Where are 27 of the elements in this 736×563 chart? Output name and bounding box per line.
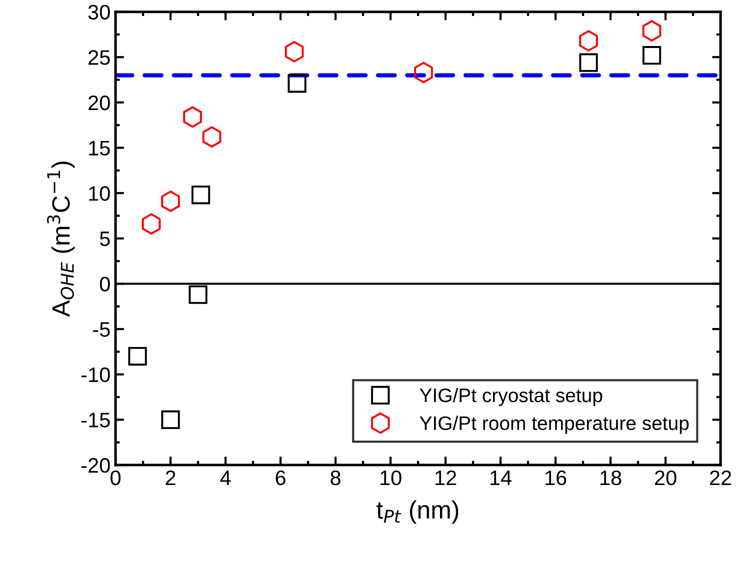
y-tick-label: 0: [100, 276, 110, 292]
y-tick-label: 5: [100, 232, 110, 246]
y-tick-label: 30: [88, 4, 110, 20]
x-tick-label: 20: [655, 470, 676, 486]
x-tick-label: 6: [276, 470, 286, 486]
y-tick-label: -20: [82, 458, 110, 473]
x-tick-label: 14: [490, 470, 512, 485]
x-tick-label: 0: [110, 470, 121, 486]
x-tick-label: 22: [710, 470, 732, 485]
x-tick-label: 8: [330, 470, 340, 486]
y-axis-title: A$_{OHE}$ (m$^{3}$C$^{−1}$): [47, 162, 75, 317]
x-tick-label: 16: [546, 470, 566, 486]
legend-label: YIG/Pt cryostat setup: [420, 388, 602, 406]
x-tick-label: 4: [220, 470, 231, 485]
y-tick-label: 15: [89, 141, 110, 156]
x-tick-label: 2: [166, 470, 176, 485]
y-tick-label: -10: [82, 367, 110, 382]
y-tick-label: 25: [88, 50, 110, 65]
y-tick-label: 10: [89, 186, 110, 201]
x-axis-title: t$_{Pt}$ (nm): [376, 500, 458, 524]
y-tick-label: 20: [88, 95, 110, 110]
x-tick-label: 10: [380, 470, 402, 486]
y-tick-label: -5: [93, 322, 110, 337]
x-tick-label: 18: [600, 470, 622, 486]
x-tick-label: 12: [436, 470, 456, 485]
legend-label: YIG/Pt room temperature setup: [420, 416, 689, 434]
y-tick-label: -15: [82, 412, 110, 428]
